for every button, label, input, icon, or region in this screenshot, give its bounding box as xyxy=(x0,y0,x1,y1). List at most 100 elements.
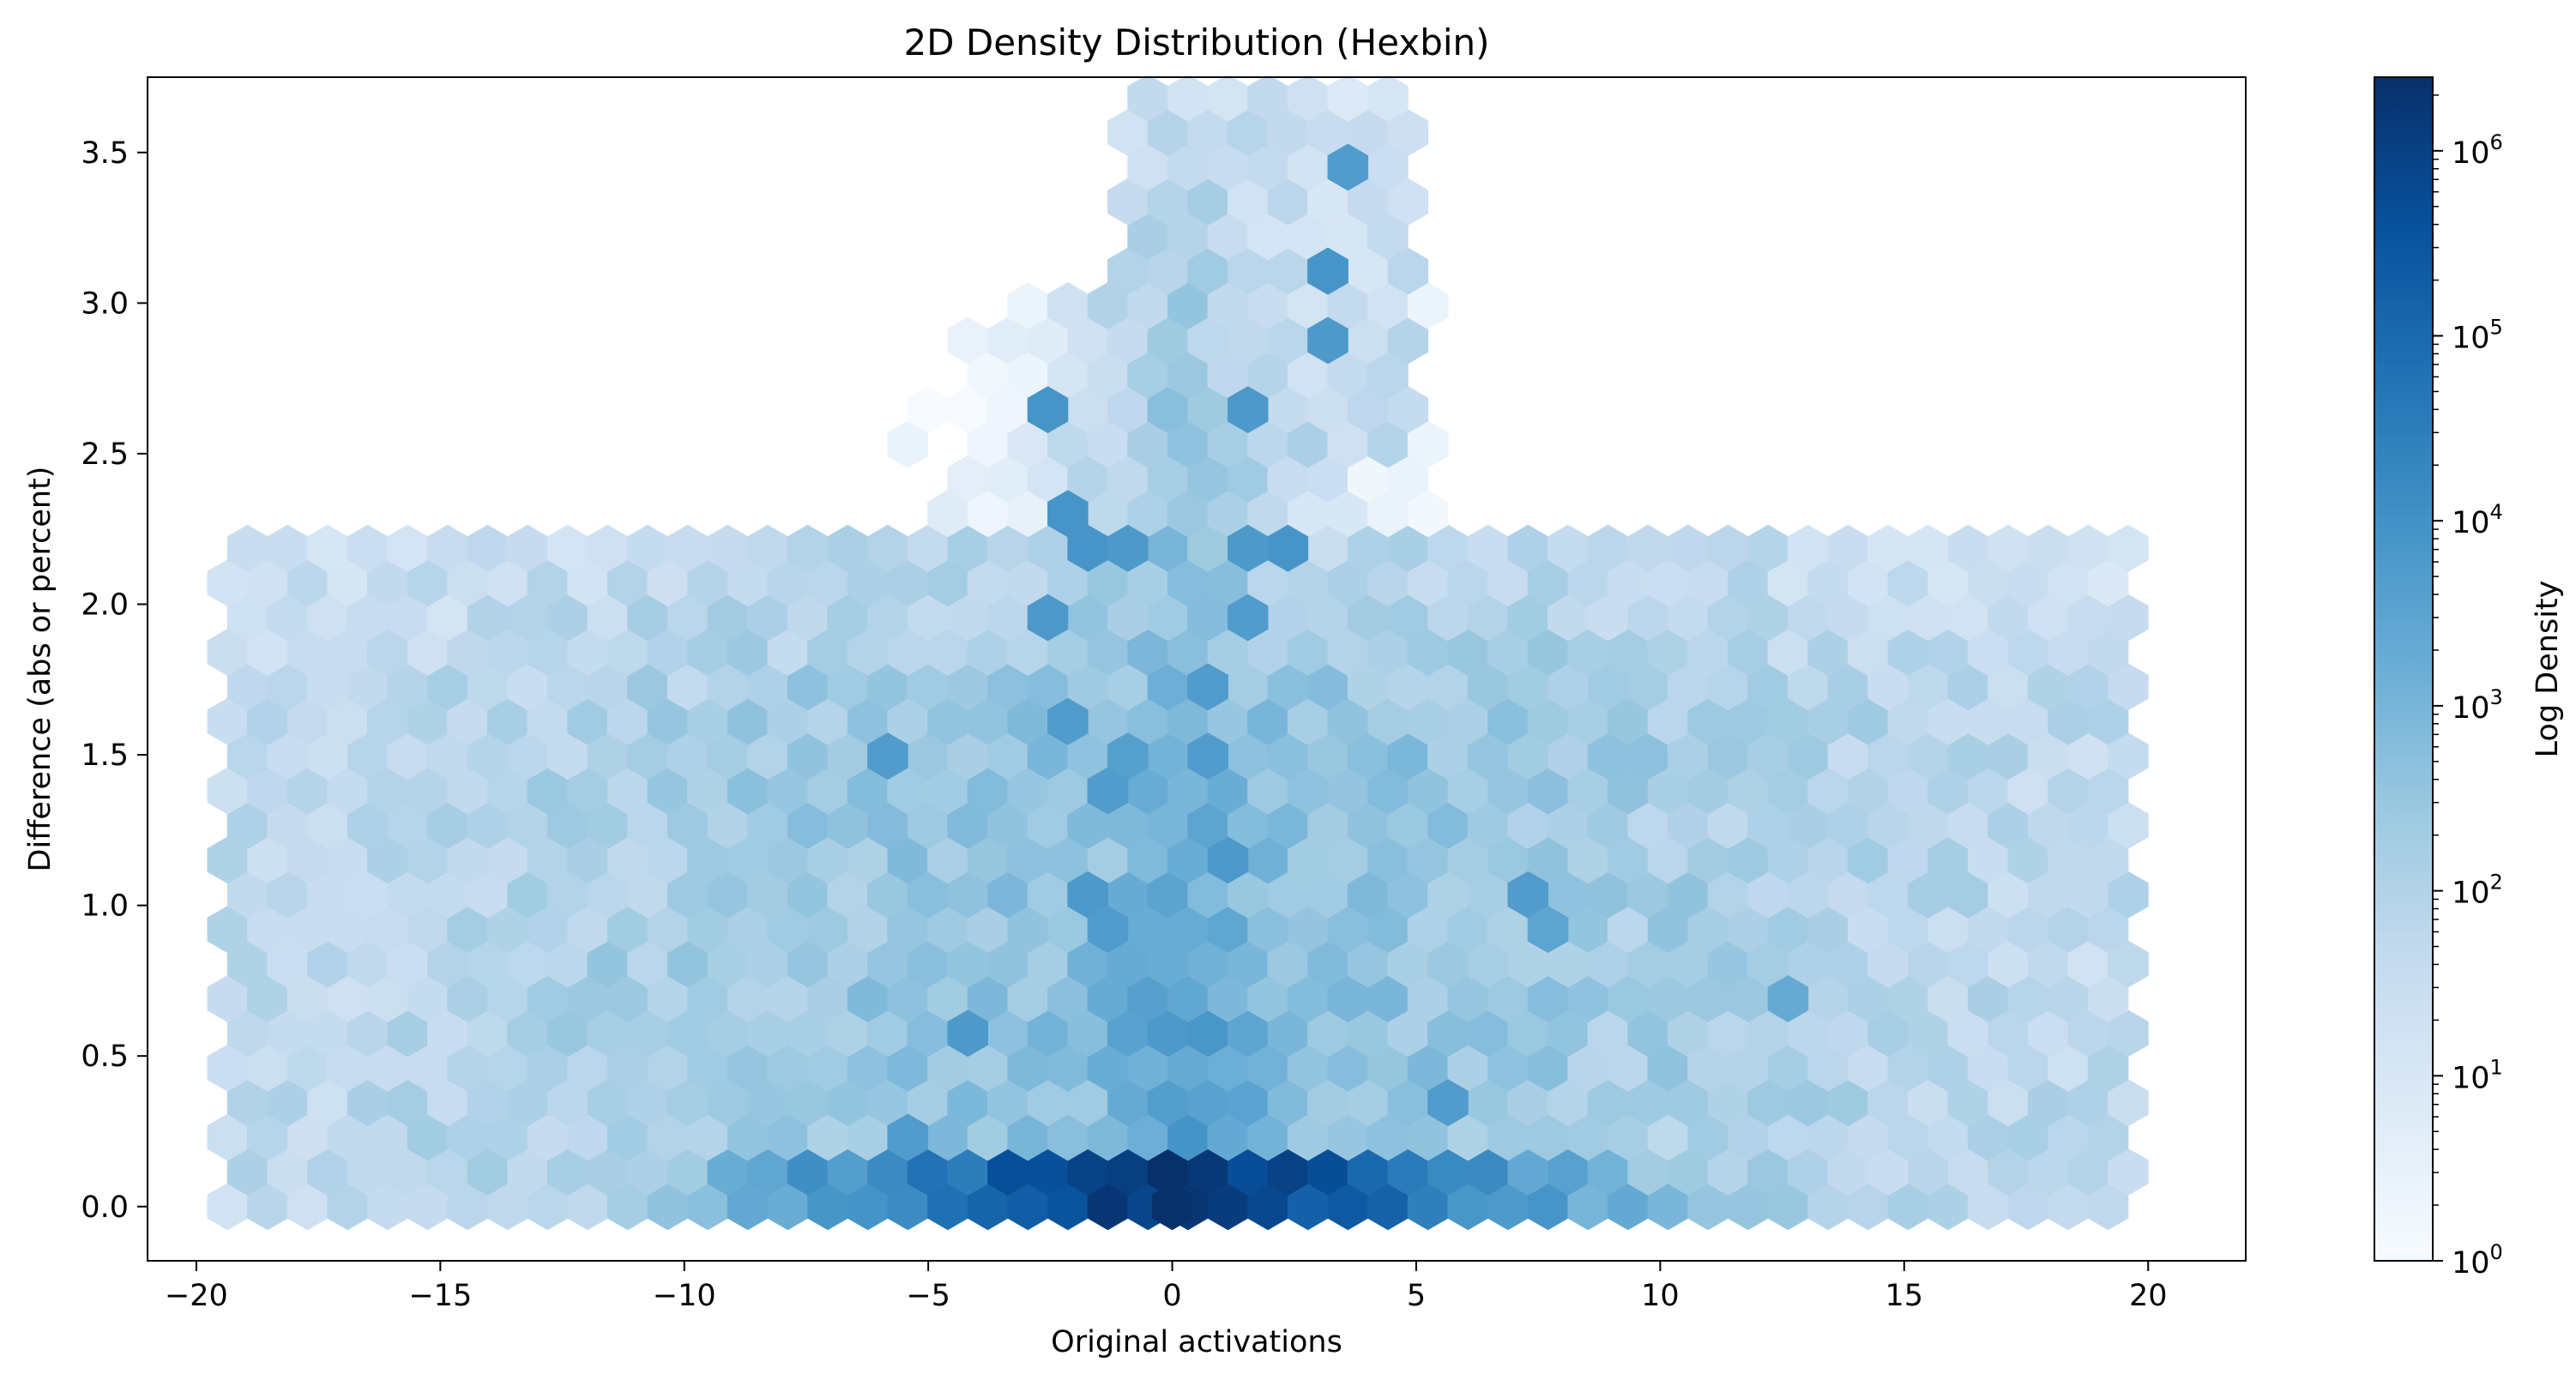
hexbin-cell xyxy=(347,940,389,988)
hexbin-cell xyxy=(687,836,728,884)
hexbin-cell xyxy=(647,974,689,1022)
hexbin-cell xyxy=(1147,1009,1189,1058)
hexbin-cell xyxy=(787,871,829,919)
hexbin-cell xyxy=(1027,1148,1069,1196)
hexbin-cell xyxy=(627,524,668,572)
hexbin-cell xyxy=(827,594,869,642)
hexbin-cell xyxy=(1267,801,1309,849)
hexbin-cell xyxy=(1127,697,1168,745)
hexbin-cell xyxy=(1127,77,1168,122)
hexbin-cell xyxy=(1728,1044,1769,1092)
hexbin-cell xyxy=(1407,836,1449,884)
hexbin-cell xyxy=(1387,732,1429,780)
hexbin-cell xyxy=(1187,801,1228,849)
hexbin-cell xyxy=(347,524,389,572)
hexbin-cell xyxy=(1527,629,1569,676)
hexbin-cell xyxy=(1407,282,1449,329)
hexbin-hotspot xyxy=(1307,247,1348,295)
hexbin-cell xyxy=(827,663,869,711)
hexbin-cell xyxy=(2027,732,2069,780)
hexbin-cell xyxy=(207,1113,249,1161)
hexbin-cell xyxy=(1807,836,1849,884)
hexbin-cell xyxy=(867,1079,908,1127)
hexbin-cell xyxy=(1287,836,1329,884)
hexbin-cell xyxy=(1267,1148,1309,1196)
hexbin-cell xyxy=(1367,1113,1409,1161)
hexbin-cell xyxy=(1007,906,1048,954)
hexbin-cell xyxy=(1427,732,1469,780)
hexbin-cell xyxy=(1627,801,1668,849)
hexbin-cell xyxy=(847,906,889,954)
hexbin-cell xyxy=(1527,836,1569,884)
hexbin-cell xyxy=(767,559,809,607)
hexbin-hotspot xyxy=(867,732,908,780)
hexbin-cell xyxy=(1807,559,1849,607)
hexbin-cell xyxy=(1207,351,1249,399)
hexbin-cell xyxy=(2048,974,2089,1022)
hexbin-cell xyxy=(787,663,829,711)
colorbar xyxy=(2374,76,2434,1262)
hexbin-cell xyxy=(567,1113,608,1161)
hexbin-cell xyxy=(487,974,528,1022)
hexbin-cell xyxy=(447,1113,488,1161)
hexbin-cell xyxy=(1107,386,1149,434)
hexbin-cell xyxy=(647,629,689,676)
hexbin-cell xyxy=(827,871,869,919)
colorbar-tick-base: 10 xyxy=(2452,877,2490,911)
hexbin-cell xyxy=(1627,524,1668,572)
hexbin-cell xyxy=(867,801,908,849)
hexbin-cell xyxy=(1067,732,1108,780)
hexbin-cell xyxy=(1487,1113,1529,1161)
hexbin-cell xyxy=(1307,663,1348,711)
hexbin-cell xyxy=(1327,1183,1369,1231)
hexbin-cell xyxy=(1327,490,1369,538)
hexbin-cell xyxy=(1407,1183,1449,1231)
hexbin-cell xyxy=(887,1183,929,1231)
hexbin-cell xyxy=(1967,629,2009,676)
hexbin-cell xyxy=(407,836,449,884)
hexbin-cell xyxy=(1307,871,1348,919)
hexbin-cell xyxy=(647,1044,689,1092)
hexbin-cell xyxy=(687,767,728,815)
hexbin-cell xyxy=(2048,697,2089,745)
hexbin-cell xyxy=(1307,732,1348,780)
hexbin-cell xyxy=(1447,1113,1489,1161)
hexbin-cell xyxy=(707,801,749,849)
hexbin-cell xyxy=(1847,836,1889,884)
hexbin-cell xyxy=(447,1183,488,1231)
hexbin-cell xyxy=(1467,940,1509,988)
hexbin-cell xyxy=(606,836,649,884)
hexbin-cell xyxy=(1707,1148,1749,1196)
hexbin-cell xyxy=(2067,940,2109,988)
hexbin-cell xyxy=(967,351,1009,399)
hexbin-cell xyxy=(1167,836,1209,884)
hexbin-cell xyxy=(787,524,829,572)
hexbin-cell xyxy=(1287,1183,1329,1231)
hexbin-cell xyxy=(367,629,408,676)
hexbin-cell xyxy=(1187,178,1228,226)
hexbin-cell xyxy=(1847,559,1889,607)
hexbin-cell xyxy=(1107,594,1149,642)
hexbin-cell xyxy=(2087,767,2129,815)
hexbin-cell xyxy=(1608,697,1649,745)
hexbin-cell xyxy=(1988,594,2029,642)
hexbin-cell xyxy=(247,906,288,954)
hexbin-cell xyxy=(1367,629,1409,676)
hexbin-cell xyxy=(1167,143,1209,191)
hexbin-cell xyxy=(247,767,288,815)
x-tick-label: 10 xyxy=(1641,1279,1680,1313)
hexbin-cell xyxy=(546,940,588,988)
hexbin-cell xyxy=(546,871,588,919)
hexbin-cell xyxy=(1467,1009,1509,1058)
hexbin-cell xyxy=(1527,559,1569,607)
hexbin-cell xyxy=(2108,801,2149,849)
hexbin-cell xyxy=(447,559,488,607)
hexbin-cell xyxy=(967,420,1009,468)
hexbin-cell xyxy=(627,1009,668,1058)
hexbin-cell xyxy=(847,1183,889,1231)
hexbin-cell xyxy=(407,1113,449,1161)
hexbin-cell xyxy=(627,732,668,780)
hexbin-cell xyxy=(747,940,788,988)
hexbin-cell xyxy=(1967,1113,2009,1161)
